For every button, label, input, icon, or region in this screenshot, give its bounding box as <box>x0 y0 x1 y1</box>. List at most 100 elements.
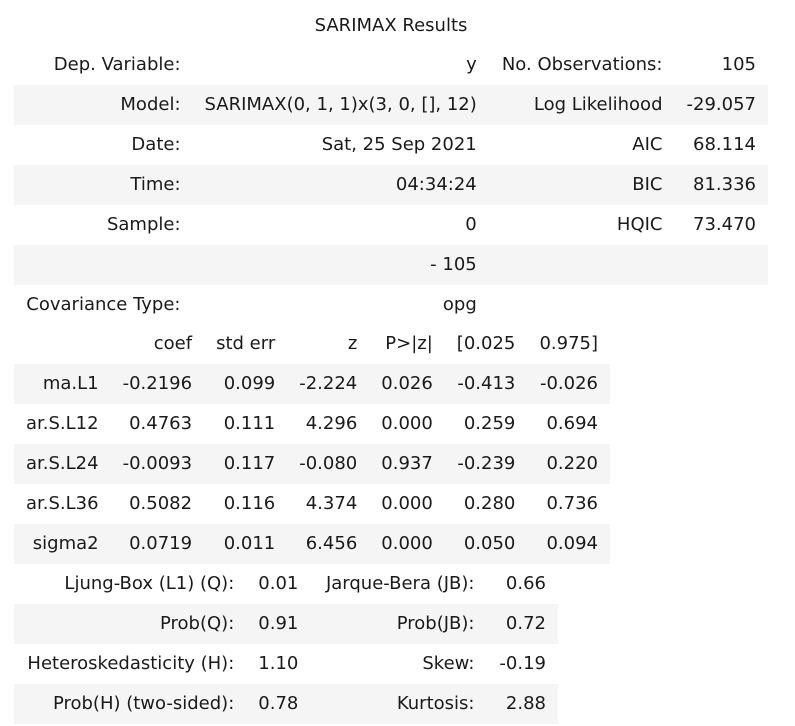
table-cell: 0.117 <box>204 444 288 484</box>
row-label: ma.L1 <box>14 364 111 404</box>
table-cell: 0.099 <box>204 364 288 404</box>
summary-value: opg <box>442 294 477 315</box>
summary-label <box>14 245 193 285</box>
diagnostic-label: Kurtosis: <box>310 684 487 724</box>
table-cell: 0.050 <box>444 524 528 564</box>
row-label: ar.S.L36 <box>26 493 99 514</box>
table-cell: 0.111 <box>223 413 276 434</box>
diagnostics-row: Ljung-Box (L1) (Q): 0.01 Jarque-Bera (JB… <box>14 564 558 604</box>
summary-table: SARIMAX Results Dep. Variable: y No. Obs… <box>14 7 768 325</box>
table-cell: 0.220 <box>527 444 610 484</box>
summary-label <box>489 285 675 325</box>
table-cell: 0.000 <box>369 524 445 564</box>
table-cell: 0.094 <box>527 524 610 564</box>
summary-title: SARIMAX Results <box>314 15 468 36</box>
table-cell: 4.296 <box>305 413 358 434</box>
summary-row: Sample: 0 HQIC 73.470 <box>14 205 768 245</box>
table-cell: -2.224 <box>287 364 370 404</box>
row-label: ar.S.L12 <box>26 413 99 434</box>
table-cell: -0.239 <box>444 444 528 484</box>
summary-value: 73.470 <box>693 214 756 235</box>
diagnostics-row: Prob(Q): 0.91 Prob(JB): 0.72 <box>14 604 558 644</box>
diagnostic-value: 0.66 <box>505 573 546 594</box>
summary-value: 81.336 <box>674 165 768 205</box>
table-row: ar.S.L36 0.5082 0.116 4.374 0.000 0.280 … <box>14 484 610 524</box>
summary-value <box>675 285 769 325</box>
column-header: P>|z| <box>385 333 433 354</box>
table-cell: 0.000 <box>381 493 433 514</box>
table-cell: -0.2196 <box>110 364 205 404</box>
summary-label: Time: <box>14 165 193 205</box>
table-cell: -0.026 <box>527 364 610 404</box>
table-cell: 0.259 <box>463 413 516 434</box>
table-cell: 0.000 <box>381 413 433 434</box>
table-cell: -0.413 <box>444 364 528 404</box>
table-cell: 0.116 <box>223 493 276 514</box>
table-cell: 0.026 <box>369 364 445 404</box>
diagnostic-value: 0.91 <box>246 604 311 644</box>
summary-label: Covariance Type: <box>26 294 181 315</box>
column-header <box>14 324 111 364</box>
diagnostic-label: Prob(Q): <box>14 604 247 644</box>
summary-label: HQIC <box>616 214 663 235</box>
table-cell: -0.080 <box>287 444 370 484</box>
diagnostics-row: Heteroskedasticity (H): 1.10 Skew: -0.19 <box>14 644 558 684</box>
summary-row: Dep. Variable: y No. Observations: 105 <box>14 45 768 85</box>
table-cell: 0.4763 <box>129 413 193 434</box>
diagnostic-value: 0.78 <box>246 684 311 724</box>
column-header: coef <box>153 333 193 354</box>
summary-value: y <box>466 54 477 75</box>
table-cell: 0.937 <box>369 444 445 484</box>
table-cell: 4.374 <box>305 493 358 514</box>
summary-label: Log Likelihood <box>488 85 675 125</box>
table-row: ar.S.L12 0.4763 0.111 4.296 0.000 0.259 … <box>14 404 610 444</box>
summary-value: 68.114 <box>693 134 756 155</box>
row-label: ar.S.L24 <box>14 444 111 484</box>
diagnostic-label: Jarque-Bera (JB): <box>325 573 475 594</box>
summary-label: Sample: <box>106 214 181 235</box>
summary-value <box>674 245 768 285</box>
summary-row: Covariance Type: opg <box>14 285 768 325</box>
summary-label: No. Observations: <box>501 54 663 75</box>
table-row: ar.S.L24 -0.0093 0.117 -0.080 0.937 -0.2… <box>14 444 610 484</box>
summary-row: - 105 <box>14 245 768 285</box>
summary-value: 04:34:24 <box>192 165 489 205</box>
table-cell: 0.011 <box>204 524 288 564</box>
diagnostic-label: Prob(H) (two-sided): <box>14 684 247 724</box>
column-header: [0.025 <box>456 333 516 354</box>
diagnostic-label: Ljung-Box (L1) (Q): <box>64 573 235 594</box>
diagnostics-table: Ljung-Box (L1) (Q): 0.01 Jarque-Bera (JB… <box>14 564 558 724</box>
table-cell: 0.280 <box>463 493 516 514</box>
summary-label: BIC <box>488 165 675 205</box>
diagnostics-row: Prob(H) (two-sided): 0.78 Kurtosis: 2.88 <box>14 684 558 724</box>
coefficients-table: coef std err z P>|z| [0.025 0.975] ma.L1… <box>14 324 610 564</box>
summary-row: Model: SARIMAX(0, 1, 1)x(3, 0, [], 12) L… <box>14 85 768 125</box>
diagnostic-value: 1.10 <box>258 653 299 674</box>
summary-row: Time: 04:34:24 BIC 81.336 <box>14 165 768 205</box>
summary-label <box>488 245 675 285</box>
row-label: sigma2 <box>14 524 111 564</box>
table-cell: 0.0719 <box>110 524 205 564</box>
diagnostic-value: 0.72 <box>486 604 558 644</box>
diagnostic-value: 0.01 <box>258 573 299 594</box>
table-row: sigma2 0.0719 0.011 6.456 0.000 0.050 0.… <box>14 524 610 564</box>
table-cell: 0.736 <box>546 493 598 514</box>
column-header: 0.975] <box>539 333 598 354</box>
table-cell: 0.694 <box>546 413 598 434</box>
summary-label: AIC <box>632 134 663 155</box>
summary-row: Date: Sat, 25 Sep 2021 AIC 68.114 <box>14 125 768 165</box>
coefficients-header-row: coef std err z P>|z| [0.025 0.975] <box>14 324 610 364</box>
table-cell: 6.456 <box>287 524 370 564</box>
diagnostic-label: Prob(JB): <box>310 604 487 644</box>
table-cell: -0.0093 <box>110 444 205 484</box>
summary-value: 105 <box>721 54 756 75</box>
summary-value: Sat, 25 Sep 2021 <box>321 134 477 155</box>
summary-value: 0 <box>465 214 477 235</box>
summary-label: Model: <box>14 85 193 125</box>
summary-value: -29.057 <box>674 85 768 125</box>
diagnostic-label: Heteroskedasticity (H): <box>27 653 235 674</box>
diagnostic-label: Skew: <box>422 653 475 674</box>
table-row: ma.L1 -0.2196 0.099 -2.224 0.026 -0.413 … <box>14 364 610 404</box>
table-cell: 0.5082 <box>129 493 193 514</box>
summary-value: SARIMAX(0, 1, 1)x(3, 0, [], 12) <box>192 85 489 125</box>
